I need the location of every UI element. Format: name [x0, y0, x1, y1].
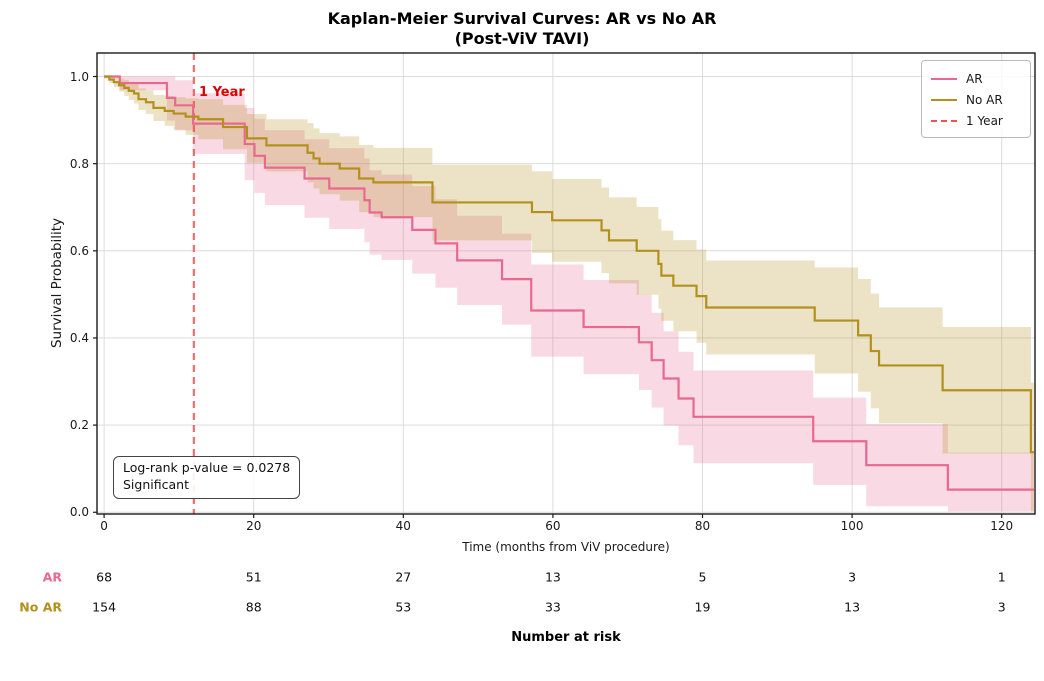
risk-count: 3 [848, 569, 857, 585]
y-tick-label: 0.2 [69, 418, 89, 433]
legend-item-no-ar: No AR [931, 89, 1021, 110]
curve-ar [104, 75, 1034, 491]
x-tick-label: 40 [395, 519, 411, 533]
risk-count: 19 [694, 599, 711, 615]
x-tick-label: 120 [990, 519, 1014, 533]
y-tick-label: 0.0 [69, 505, 89, 520]
risk-count: 88 [245, 599, 262, 615]
ci-band-no-ar [104, 76, 1034, 512]
axes-border [96, 52, 1036, 515]
one-year-annotation-label: 1 Year [199, 85, 245, 100]
confidence-bands [104, 76, 1034, 512]
risk-count: 154 [92, 599, 117, 615]
legend-label-no-ar: No AR [966, 92, 1003, 107]
risk-count: 53 [395, 599, 412, 615]
x-tick-label: 0 [100, 519, 108, 533]
legend-item-one-year: 1 Year [931, 110, 1021, 131]
x-axis-label: Time (months from ViV procedure) [462, 540, 670, 554]
risk-count: 51 [245, 569, 262, 585]
risk-count: 33 [544, 599, 561, 615]
chart-subtitle: (Post-ViV TAVI) [454, 29, 590, 48]
ci-band-ar [104, 76, 1034, 512]
axis-tick-marks [93, 75, 1003, 518]
plot-spines [96, 52, 1036, 515]
y-axis-label: Survival Probability [49, 217, 65, 349]
risk-count: 27 [395, 569, 412, 585]
x-tick-label: 20 [246, 519, 262, 533]
legend-label-ar: AR [966, 71, 983, 86]
survival-curves [104, 75, 1034, 491]
log-rank-p-value-text: Log-rank p-value = 0.0278 [123, 460, 291, 475]
grid-lines [97, 53, 1035, 514]
chart-title: Kaplan-Meier Survival Curves: AR vs No A… [327, 9, 717, 28]
risk-count: 13 [844, 599, 861, 615]
risk-count: 68 [96, 569, 113, 585]
risk-count: 13 [544, 569, 561, 585]
y-tick-label: 0.8 [69, 156, 89, 171]
no-ar-line-swatch-icon [931, 98, 957, 101]
x-tick-label: 80 [694, 519, 711, 533]
risk-table-title: Number at risk [511, 630, 621, 645]
x-tick-label: 60 [545, 519, 561, 533]
y-tick-label: 0.4 [69, 330, 89, 345]
risk-count: 3 [997, 599, 1006, 615]
one-year-dashed-swatch-icon [931, 119, 957, 122]
legend: AR No AR 1 Year [921, 60, 1031, 138]
log-rank-annotation-box: Log-rank p-value = 0.0278 Significant [113, 456, 301, 499]
curve-no-ar [104, 75, 1034, 454]
x-tick-label: 100 [840, 519, 864, 533]
risk-count: 1 [997, 569, 1006, 585]
y-tick-label: 0.6 [69, 243, 89, 258]
legend-label-one-year: 1 Year [966, 113, 1003, 128]
significance-text: Significant [123, 476, 189, 492]
risk-row-label-ar: AR [42, 569, 62, 585]
risk-count: 5 [698, 569, 707, 585]
ar-line-swatch-icon [931, 77, 957, 80]
y-tick-label: 1.0 [69, 69, 89, 84]
legend-item-ar: AR [931, 68, 1021, 89]
risk-row-label-no-ar: No AR [19, 599, 62, 615]
